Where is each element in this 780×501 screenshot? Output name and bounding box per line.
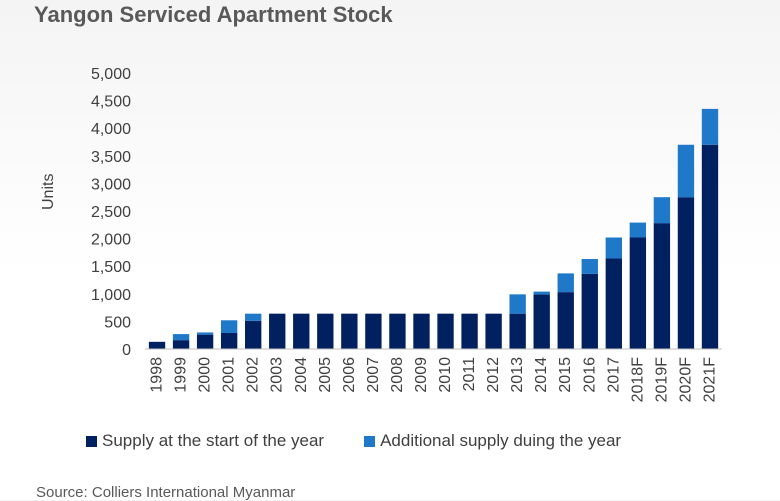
legend-swatch-additional (364, 435, 376, 447)
bar-additional-supply (196, 332, 214, 335)
x-tick-label: 2013 (509, 357, 526, 393)
x-tick-label: 2000 (197, 357, 214, 393)
y-tick-label: 2,500 (91, 204, 131, 221)
bar-start-supply (605, 258, 622, 349)
bar-start-supply (293, 313, 310, 349)
bar-additional-supply (653, 197, 671, 224)
x-tick-label: 2006 (341, 357, 358, 393)
bar-start-supply (172, 340, 190, 349)
bar-start-supply (269, 313, 286, 349)
bar-additional-supply (677, 144, 695, 198)
x-tick-label: 1998 (149, 357, 166, 393)
bar-start-supply (581, 273, 598, 349)
chart-title: Yangon Serviced Apartment Stock (34, 2, 393, 27)
bar-start-supply (485, 313, 502, 349)
y-tick-label: 1,000 (91, 287, 131, 304)
y-tick-label: 4,000 (91, 121, 131, 138)
x-tick-label: 2014 (533, 357, 550, 393)
y-tick-label: 500 (104, 314, 131, 331)
bars (148, 108, 719, 349)
x-tick-label: 2009 (413, 357, 430, 393)
bar-start-supply (557, 292, 574, 349)
bar-additional-supply (557, 273, 574, 293)
y-tick-label: 3,000 (91, 176, 131, 193)
y-tick-label: 2,000 (91, 232, 131, 249)
bar-start-supply (701, 144, 719, 349)
y-axis-ticks: 0 500 1,000 1,500 2,000 2,500 3,000 3,500 4,000 4… (91, 66, 131, 359)
bar-additional-supply (533, 291, 550, 295)
y-tick-label: 3,500 (91, 149, 131, 166)
bar-start-supply (317, 313, 334, 349)
x-tick-label: 2010 (437, 357, 454, 393)
x-tick-label: 2007 (365, 357, 382, 393)
x-axis-ticks: 1998 1999 2000 2001 2002 2003 2004 2005 2006 2007… (149, 357, 719, 403)
bar-start-supply (509, 313, 526, 349)
bar-additional-supply (245, 313, 262, 321)
legend-item-additional: Additional supply duing the year (364, 431, 621, 451)
legend-item-start: Supply at the start of the year (86, 431, 324, 451)
bar-start-supply (389, 313, 406, 349)
bar-start-supply (437, 313, 454, 349)
bar-additional-supply (605, 237, 622, 259)
bar-start-supply (677, 197, 695, 349)
source-note: Source: Colliers International Myanmar (36, 484, 296, 501)
bar-start-supply (413, 313, 430, 349)
bar-start-supply (533, 294, 550, 349)
x-tick-label: 1999 (173, 357, 190, 393)
bar-start-supply (629, 237, 647, 349)
y-tick-label: 4,500 (91, 94, 131, 111)
bar-additional-supply (701, 108, 719, 145)
y-tick-label: 1,500 (91, 259, 131, 276)
x-tick-label: 2019F (653, 357, 670, 403)
x-tick-label: 2003 (269, 357, 286, 393)
x-tick-label: 2004 (293, 357, 310, 393)
x-tick-label: 2015 (557, 357, 574, 393)
x-tick-label: 2005 (317, 357, 334, 393)
y-tick-label: 0 (122, 342, 131, 359)
bar-additional-supply (220, 320, 238, 333)
legend-swatch-start (86, 435, 97, 447)
bar-start-supply (148, 341, 166, 349)
x-tick-label: 2018F (629, 357, 646, 403)
bar-additional-supply (629, 222, 647, 238)
x-tick-label: 2001 (221, 357, 238, 393)
x-tick-label: 2016 (581, 357, 598, 393)
x-tick-label: 2008 (389, 357, 406, 393)
x-tick-label: 2017 (605, 357, 622, 393)
bar-additional-supply (509, 294, 526, 314)
bar-start-supply (220, 332, 238, 349)
legend-label-start: Supply at the start of the year (102, 431, 325, 450)
x-tick-label: 2011 (461, 357, 478, 392)
x-tick-label: 2002 (245, 357, 262, 393)
legend-label-additional: Additional supply duing the year (380, 431, 622, 450)
x-tick-label: 2020F (677, 357, 694, 403)
bar-start-supply (245, 320, 262, 349)
x-tick-label: 2012 (485, 357, 502, 393)
bar-start-supply (653, 223, 671, 349)
bar-start-supply (196, 334, 214, 349)
y-tick-label: 5,000 (91, 66, 131, 83)
bar-start-supply (341, 313, 358, 349)
x-tick-label: 2021F (701, 357, 718, 403)
bar-additional-supply (581, 259, 598, 274)
legend: Supply at the start of the year Addition… (86, 431, 621, 451)
bar-start-supply (461, 313, 478, 349)
bar-start-supply (365, 313, 382, 349)
bar-additional-supply (172, 334, 190, 341)
